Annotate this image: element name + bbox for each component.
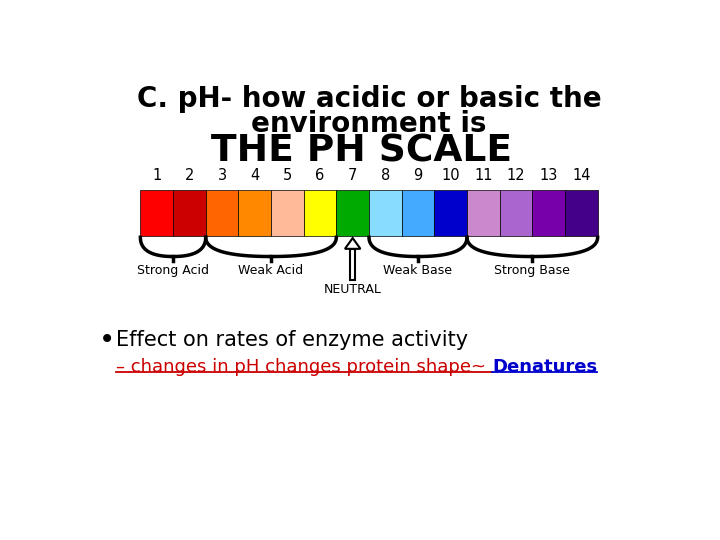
- Text: 4: 4: [250, 168, 259, 184]
- Text: Strong Base: Strong Base: [495, 264, 570, 277]
- Bar: [565, 190, 598, 236]
- Text: – changes in pH changes protein shape~: – changes in pH changes protein shape~: [117, 357, 492, 376]
- Bar: [336, 190, 369, 236]
- Text: 5: 5: [283, 168, 292, 184]
- Bar: [271, 190, 304, 236]
- Bar: [206, 190, 238, 236]
- Text: 11: 11: [474, 168, 492, 184]
- Polygon shape: [345, 238, 361, 249]
- Text: 2: 2: [184, 168, 194, 184]
- Text: Effect on rates of enzyme activity: Effect on rates of enzyme activity: [117, 330, 469, 350]
- Text: 7: 7: [348, 168, 357, 184]
- Bar: [402, 190, 434, 236]
- Bar: [173, 190, 206, 236]
- Text: 9: 9: [413, 168, 423, 184]
- Text: 6: 6: [315, 168, 325, 184]
- Text: 14: 14: [572, 168, 590, 184]
- Text: C. pH- how acidic or basic the: C. pH- how acidic or basic the: [137, 85, 601, 113]
- Text: Weak Acid: Weak Acid: [238, 264, 304, 277]
- Text: 12: 12: [507, 168, 526, 184]
- Bar: [532, 190, 565, 236]
- Text: 10: 10: [441, 168, 460, 184]
- Text: Strong Acid: Strong Acid: [137, 264, 209, 277]
- Text: THE PH SCALE: THE PH SCALE: [211, 133, 512, 169]
- Bar: [467, 190, 500, 236]
- Bar: [369, 190, 402, 236]
- Text: 3: 3: [217, 168, 227, 184]
- Text: 1: 1: [152, 168, 161, 184]
- Text: environment is: environment is: [251, 110, 487, 138]
- Text: 13: 13: [539, 168, 558, 184]
- Bar: [140, 190, 173, 236]
- Text: 8: 8: [381, 168, 390, 184]
- Bar: [351, 249, 355, 280]
- Text: Weak Base: Weak Base: [384, 264, 452, 277]
- Bar: [500, 190, 532, 236]
- Text: •: •: [99, 327, 115, 354]
- Bar: [434, 190, 467, 236]
- Bar: [304, 190, 336, 236]
- Text: Denatures: Denatures: [492, 357, 597, 376]
- Text: NEUTRAL: NEUTRAL: [324, 284, 382, 296]
- Bar: [238, 190, 271, 236]
